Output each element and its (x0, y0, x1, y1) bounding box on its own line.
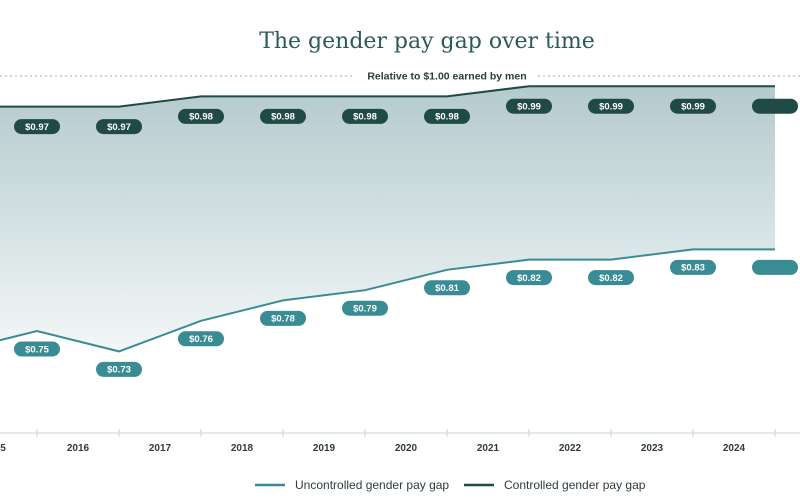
uncontrolled-pill-2023: $0.82 (588, 270, 634, 286)
controlled-pill-2016: $0.97 (14, 119, 60, 135)
data-labels: 73$0.75$0.73$0.76$0.78$0.79$0.81$0.82$0.… (14, 98, 798, 377)
pill-bg (424, 108, 470, 124)
legend-label-0: Uncontrolled gender pay gap (295, 478, 449, 492)
controlled-pill-2018: $0.98 (178, 108, 224, 124)
pill-bg (178, 108, 224, 124)
pill-bg (260, 108, 306, 124)
x-tick-label-2017: 2017 (149, 443, 172, 454)
pill-bg (670, 98, 716, 114)
pill-label: $0.99 (517, 102, 541, 113)
legend-label-1: Controlled gender pay gap (504, 478, 646, 492)
x-tick-label-2016: 2016 (67, 443, 90, 454)
controlled-pill-2025 (752, 98, 798, 114)
controlled-pill-2021: $0.98 (424, 108, 470, 124)
x-axis-ticks: 5 2016 2017 2018 2019 2020 2021 2022 2023 2024 (0, 429, 776, 454)
pill-label: $0.98 (353, 112, 377, 123)
uncontrolled-line (0, 248, 775, 353)
pill-label: $0.82 (517, 273, 541, 284)
pill-label: $0.79 (353, 304, 377, 315)
pill-label: $0.73 (107, 365, 131, 376)
x-tick-label-2019: 2019 (313, 443, 336, 454)
controlled-pill-2020: $0.98 (342, 108, 388, 124)
reference-line-group: Relative to $1.00 earned by men (0, 71, 800, 83)
pill-bg (96, 119, 142, 135)
pill-label: $0.98 (189, 112, 213, 123)
uncontrolled-pill-2020: $0.79 (342, 300, 388, 316)
uncontrolled-pill-2021: $0.81 (424, 280, 470, 296)
pill-label: $0.97 (107, 122, 131, 133)
gap-area (0, 86, 775, 352)
controlled-pill-2022: $0.99 (506, 98, 552, 114)
pill-label: $0.98 (271, 112, 295, 123)
uncontrolled-pill-2018: $0.76 (178, 331, 224, 347)
x-tick-label-2022: 2022 (559, 443, 582, 454)
pill-label: $0.99 (681, 102, 705, 113)
pill-bg (752, 98, 798, 114)
x-tick-label-2023: 2023 (641, 443, 664, 454)
uncontrolled-pill-2025 (752, 259, 798, 275)
chart-title: The gender pay gap over time (259, 29, 595, 54)
series-lines (0, 85, 775, 353)
controlled-line (0, 85, 775, 108)
pill-bg (670, 259, 716, 275)
pill-bg (342, 300, 388, 316)
pill-bg (752, 259, 798, 275)
x-tick-label-2020: 2020 (395, 443, 418, 454)
pill-bg (96, 361, 142, 377)
legend: Uncontrolled gender pay gap Controlled ge… (255, 478, 646, 492)
pill-bg (506, 270, 552, 286)
pill-bg (14, 341, 60, 357)
controlled-pill-2019: $0.98 (260, 108, 306, 124)
pill-label: $0.83 (681, 263, 705, 274)
uncontrolled-pill-2016: $0.75 (14, 341, 60, 357)
pill-bg (588, 270, 634, 286)
pill-bg (588, 98, 634, 114)
pill-bg (506, 98, 552, 114)
pill-label: $0.81 (435, 283, 459, 294)
x-tick-label-2021: 2021 (477, 443, 500, 454)
pill-label: $0.99 (599, 102, 623, 113)
uncontrolled-pill-2017: $0.73 (96, 361, 142, 377)
pill-label: $0.98 (435, 112, 459, 123)
pill-label: $0.76 (189, 334, 213, 345)
reference-line-label: Relative to $1.00 earned by men (367, 71, 526, 83)
pill-bg (178, 331, 224, 347)
pill-bg (342, 108, 388, 124)
uncontrolled-pill-2022: $0.82 (506, 270, 552, 286)
x-tick-label-2018: 2018 (231, 443, 254, 454)
pill-label: $0.75 (25, 344, 49, 355)
pill-bg (14, 119, 60, 135)
controlled-pill-2024: $0.99 (670, 98, 716, 114)
x-tick-label-2015: 5 (0, 443, 6, 454)
pill-label: $0.82 (599, 273, 623, 284)
pill-bg (260, 310, 306, 326)
x-tick-label-2024: 2024 (723, 443, 746, 454)
controlled-pill-2023: $0.99 (588, 98, 634, 114)
pill-bg (424, 280, 470, 296)
pill-label: $0.97 (25, 122, 49, 133)
uncontrolled-pill-2024: $0.83 (670, 259, 716, 275)
uncontrolled-pill-2019: $0.78 (260, 310, 306, 326)
controlled-pill-2017: $0.97 (96, 119, 142, 135)
pill-label: $0.78 (271, 314, 295, 325)
